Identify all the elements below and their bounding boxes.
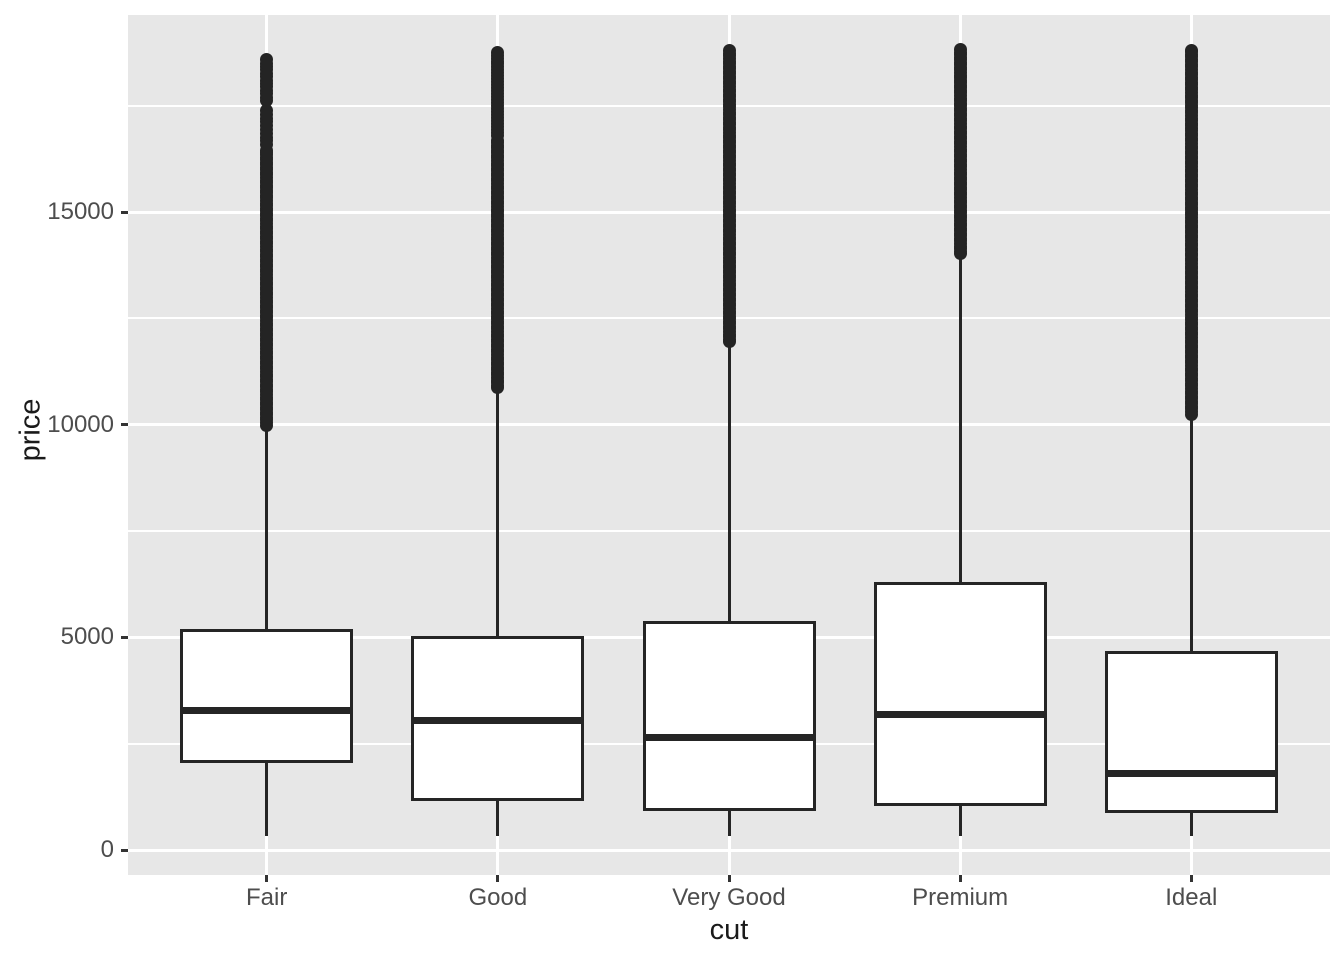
y-tick-mark <box>121 635 128 639</box>
median-line <box>873 711 1047 719</box>
median-line <box>1104 769 1278 777</box>
outlier-dot <box>260 53 274 67</box>
x-tick-mark <box>496 875 500 882</box>
y-tick-mark <box>121 423 128 427</box>
x-tick-mark <box>958 875 962 882</box>
lower-whisker <box>958 805 962 837</box>
outlier-dot <box>953 43 967 57</box>
lower-whisker <box>727 811 731 836</box>
x-tick-mark <box>1189 875 1193 882</box>
y-tick-mark <box>121 848 128 852</box>
y-tick-label: 5000 <box>60 623 114 651</box>
x-tick-mark <box>265 875 269 882</box>
x-tick-label: Premium <box>912 884 1009 911</box>
iqr-box <box>642 621 816 812</box>
outlier-dot <box>491 45 505 59</box>
x-tick-mark <box>727 875 731 882</box>
median-line <box>411 716 585 724</box>
lower-whisker <box>265 762 269 836</box>
upper-whisker <box>727 342 731 622</box>
x-tick-label: Good <box>468 884 528 911</box>
median-line <box>642 733 816 741</box>
y-tick-mark <box>121 210 128 214</box>
y-tick-label: 0 <box>100 836 114 863</box>
median-line <box>180 706 354 714</box>
outlier-dot <box>260 103 274 117</box>
upper-whisker <box>958 254 962 583</box>
upper-whisker <box>1189 414 1193 651</box>
lower-whisker <box>1189 812 1193 837</box>
upper-whisker <box>265 428 269 629</box>
y-axis-title: price <box>14 398 47 462</box>
y-tick-label: 10000 <box>47 410 114 438</box>
iqr-box <box>180 628 354 763</box>
iqr-box <box>873 582 1047 806</box>
iqr-box <box>411 636 585 802</box>
x-tick-label: Fair <box>246 884 288 911</box>
outlier-dot <box>1184 43 1198 57</box>
x-tick-label: Ideal <box>1165 884 1218 911</box>
x-axis-title: cut <box>709 914 749 946</box>
iqr-box <box>1104 651 1278 813</box>
y-tick-label: 15000 <box>47 198 114 225</box>
x-tick-label: Very Good <box>672 884 786 911</box>
upper-whisker <box>496 388 500 637</box>
lower-whisker <box>496 801 500 837</box>
outlier-dot <box>722 44 736 58</box>
